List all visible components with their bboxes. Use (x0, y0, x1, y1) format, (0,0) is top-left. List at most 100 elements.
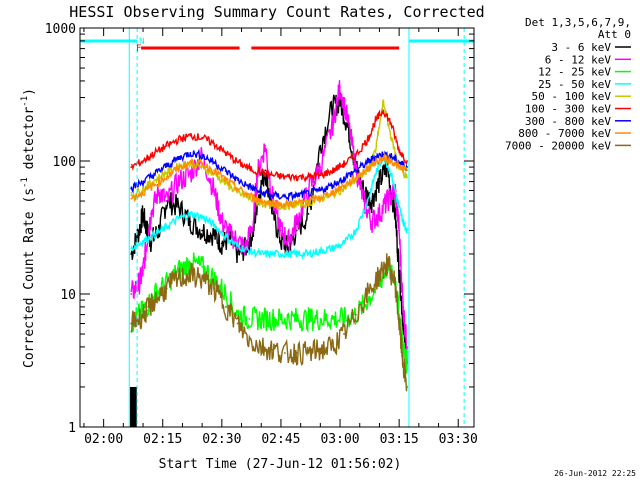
data-point (228, 233, 231, 236)
legend-entry-label: 7000 - 20000 keV (505, 139, 611, 152)
data-point (142, 180, 144, 183)
data-point (331, 247, 334, 250)
data-point (394, 213, 397, 215)
data-point (189, 273, 192, 276)
data-point (374, 161, 377, 164)
data-point (386, 200, 389, 202)
y-tick-label: 10 (60, 288, 76, 303)
series-25-50-kev (130, 152, 408, 261)
data-point (224, 182, 227, 185)
data-point (343, 177, 345, 180)
data-point (248, 185, 251, 188)
data-point (138, 318, 141, 320)
data-point (339, 86, 341, 88)
data-point (382, 157, 385, 160)
data-point (224, 152, 227, 154)
data-point (146, 309, 148, 312)
data-point (130, 194, 133, 197)
legend-entry-label: 50 - 100 keV (532, 90, 612, 103)
data-point (319, 349, 322, 351)
y-axis-label: Corrected Count Rate (s-1 detector-1) (20, 88, 37, 368)
data-point (260, 253, 263, 255)
data-point (295, 253, 298, 255)
data-point (295, 318, 298, 320)
data-point (248, 339, 251, 341)
data-point (319, 174, 322, 177)
data-point (343, 163, 345, 165)
data-point (130, 322, 133, 325)
data-point (264, 144, 267, 147)
data-point (272, 318, 274, 320)
y-axis-label-sup-1: -1 (20, 177, 30, 188)
data-point (130, 197, 133, 200)
data-point (236, 245, 239, 247)
data-point (307, 318, 310, 320)
x-tick-label: 03:15 (380, 432, 419, 447)
data-point (177, 167, 180, 170)
data-point (295, 202, 298, 205)
data-point (402, 346, 404, 348)
data-point (142, 240, 144, 243)
data-point (307, 192, 310, 195)
data-point (177, 217, 180, 220)
data-point (130, 247, 133, 250)
data-point (252, 220, 255, 223)
data-point (398, 229, 400, 232)
legend-entry-label: 12 - 25 keV (538, 66, 611, 79)
data-point (386, 262, 389, 265)
data-point (154, 173, 156, 175)
data-point (165, 200, 168, 202)
data-point (406, 346, 408, 348)
data-point (224, 293, 227, 295)
data-point (154, 184, 156, 186)
data-point (319, 250, 322, 253)
data-point (398, 149, 400, 152)
data-point (272, 349, 274, 351)
data-point (390, 160, 393, 162)
data-point (398, 206, 400, 209)
data-point (347, 120, 349, 122)
data-point (354, 313, 357, 316)
data-point (236, 322, 239, 325)
data-point (319, 166, 322, 169)
data-point (398, 322, 400, 325)
data-point (378, 180, 381, 183)
data-point (354, 166, 357, 169)
data-point (272, 253, 274, 255)
data-point (154, 299, 156, 301)
data-point (295, 352, 298, 354)
data-point (319, 189, 322, 192)
data-point (165, 171, 168, 174)
data-point (406, 169, 408, 172)
data-point (366, 138, 369, 141)
data-point (331, 184, 334, 186)
data-point (189, 173, 192, 175)
y-tick-label: 1000 (45, 22, 76, 37)
data-point (390, 136, 393, 139)
x-tick-label: 03:00 (320, 432, 359, 447)
x-tick-label: 02:45 (261, 432, 300, 447)
data-point (213, 224, 215, 226)
data-point (343, 318, 345, 320)
series-line (130, 80, 408, 353)
data-point (213, 142, 215, 145)
data-point (213, 287, 215, 290)
data-point (272, 174, 274, 177)
data-point (366, 161, 369, 164)
chart-title: HESSI Observing Summary Count Rates, Cor… (69, 3, 484, 21)
x-axis-label: Start Time (27-Jun-12 01:56:02) (159, 457, 402, 472)
data-point (224, 306, 227, 308)
series-line (131, 152, 408, 209)
data-point (382, 109, 385, 112)
series-7000-20000-kev (130, 253, 408, 392)
data-point (370, 200, 373, 202)
data-point (189, 220, 192, 223)
y-axis-label-sup-2: -1 (20, 96, 30, 107)
data-point (165, 225, 168, 228)
plot-frame (79, 27, 475, 428)
data-point (248, 194, 251, 197)
data-point (339, 100, 341, 103)
data-point (177, 138, 180, 141)
data-point (390, 155, 393, 158)
